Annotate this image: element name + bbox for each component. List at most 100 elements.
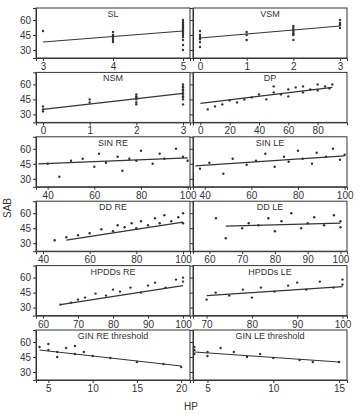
x-tick: 40 (254, 122, 266, 136)
y-tick-label: 60 (20, 15, 32, 26)
y-tick-mark (33, 35, 36, 36)
x-tick: 70 (202, 316, 214, 330)
point (313, 216, 315, 218)
y-tick (190, 308, 193, 309)
fit-line (66, 222, 183, 240)
x-tick: 80 (108, 316, 120, 330)
point (290, 212, 292, 214)
point (331, 83, 333, 85)
point (287, 284, 289, 286)
x-tick-label: 80 (247, 319, 259, 330)
y-tick-label: 45 (20, 94, 32, 105)
point (135, 101, 137, 103)
x-tick-label: 100 (337, 190, 354, 201)
point (206, 355, 208, 357)
y-tick-mark (190, 50, 193, 51)
x-tick-label: 60 (283, 126, 295, 137)
point (158, 222, 160, 224)
point (84, 296, 86, 298)
y-tick-mark (33, 357, 36, 358)
y-tick-mark (190, 149, 193, 150)
y-tick (190, 357, 193, 358)
y-tick-mark (190, 99, 193, 100)
point (130, 222, 132, 224)
chart: 345304560SL0123VSM0123304560NSM020406080… (0, 0, 360, 417)
point (316, 83, 318, 85)
plot-area (199, 19, 341, 48)
x-tick: 40 (43, 187, 55, 201)
panel-title: DP (264, 73, 277, 83)
panel-title: HPDDs LE (248, 267, 292, 277)
y-tick (190, 114, 193, 115)
x-tick-label: 1 (244, 61, 250, 72)
point (42, 105, 44, 107)
point (245, 39, 247, 41)
x-tick: 100 (175, 316, 192, 330)
x-tick: 0 (198, 58, 204, 72)
x-tick-label: 100 (175, 254, 192, 265)
plot-frame (193, 137, 347, 187)
y-axis: 304560 (20, 137, 37, 187)
plot-frame (193, 330, 347, 380)
point (186, 160, 188, 162)
y-tick (190, 342, 193, 343)
fit-line (207, 287, 343, 296)
y-axis-line (190, 9, 194, 59)
x-tick: 5 (46, 380, 52, 394)
y-tick: 45 (20, 159, 36, 170)
y-tick (190, 179, 193, 180)
y-tick-mark (190, 20, 193, 21)
x-tick: 100 (337, 187, 354, 201)
x-tick-label: 5 (181, 61, 187, 72)
point (248, 222, 250, 224)
point (94, 292, 96, 294)
point (193, 353, 195, 355)
x-tick-label: 40 (200, 190, 212, 201)
y-tick: 30 (20, 302, 36, 313)
x-axis: 406080100 (37, 251, 193, 265)
y-tick-mark (33, 114, 36, 115)
x-tick-label: 70 (237, 254, 249, 265)
x-tick: 20 (176, 380, 188, 394)
y-tick: 30 (20, 109, 36, 120)
point (182, 280, 184, 282)
x-tick-label: 2 (134, 126, 140, 137)
point (158, 153, 160, 155)
plot-frame (36, 8, 190, 58)
point (260, 286, 262, 288)
fit-line (194, 352, 339, 362)
y-tick-mark (33, 84, 36, 85)
y-tick-mark (190, 357, 193, 358)
point (42, 30, 44, 32)
point (105, 294, 107, 296)
point (242, 288, 244, 290)
x-tick-label: 40 (254, 126, 266, 137)
x-tick-label: 15 (132, 383, 144, 394)
y-tick-label: 45 (20, 352, 32, 363)
point (251, 296, 253, 298)
x-axis-line (37, 381, 191, 384)
x-tick-label: 15 (334, 383, 346, 394)
y-tick-mark (190, 308, 193, 309)
point (123, 226, 125, 228)
point (292, 25, 294, 27)
point (231, 158, 233, 160)
x-tick: 1 (87, 122, 93, 136)
x-tick: 1 (244, 58, 250, 72)
plot-area (42, 83, 184, 112)
point (98, 153, 100, 155)
point (182, 22, 184, 24)
y-axis: 304560 (20, 331, 37, 381)
y-tick-label: 45 (20, 223, 32, 234)
y-tick: 60 (20, 144, 36, 155)
point (154, 281, 156, 283)
point (221, 103, 223, 105)
point (140, 220, 142, 222)
point (241, 227, 243, 229)
point (88, 232, 90, 234)
point (199, 46, 201, 48)
point (81, 158, 83, 160)
point (182, 89, 184, 91)
point (70, 160, 72, 162)
point (140, 150, 142, 152)
